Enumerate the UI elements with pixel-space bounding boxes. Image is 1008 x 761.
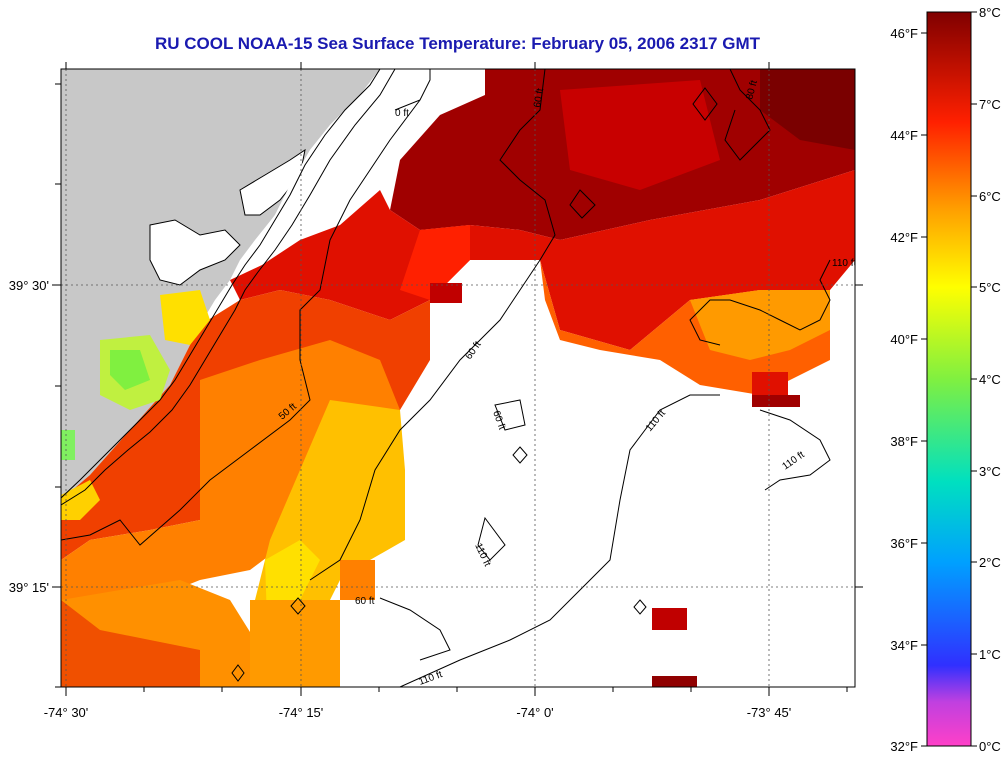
cbar-c-label-5: 4°C: [979, 372, 1001, 387]
barrier-island: [61, 69, 396, 506]
cbar-c-label-2: 7°C: [979, 97, 1001, 112]
y-tick-label-1: 39° 30': [9, 278, 49, 293]
x-tick-label-2: -74° 15': [279, 705, 324, 720]
colorbar-fahrenheit-labels: 46°F 44°F 42°F 40°F 38°F 36°F 34°F 32°F: [890, 26, 918, 754]
x-tick-label-3: -74° 0': [516, 705, 553, 720]
colorbar: 46°F 44°F 42°F 40°F 38°F 36°F 34°F 32°F …: [890, 5, 1000, 754]
contour-60ft-se: [379, 597, 451, 661]
sst-raster: [61, 69, 855, 687]
contour-diamond-6: [633, 599, 647, 615]
contour-diamond-5: [290, 597, 306, 615]
contour-50ft: [61, 99, 421, 546]
contour-110ft-south: [399, 394, 720, 687]
contour-diamond-4: [477, 516, 506, 561]
contour-80ft: [724, 69, 771, 161]
cbar-f-label-1: 46°F: [890, 26, 918, 41]
contour-diamond-7: [231, 664, 245, 682]
contour-label-60ft-b: 60 ft: [532, 87, 546, 108]
x-axis-labels: -74° 30' -74° 15' -74° 0' -73° 45': [44, 705, 792, 720]
contour-60ft-main: [309, 69, 556, 581]
y-axis-labels: 39° 30' 39° 15': [9, 278, 49, 595]
cbar-c-label-6: 3°C: [979, 464, 1001, 479]
contour-diamond-1: [569, 189, 596, 219]
map-layers: 0 ft 50 ft 60 ft 60 ft 60 ft 60 ft 80 ft…: [61, 69, 856, 687]
colorbar-gradient: [926, 11, 972, 747]
colorbar-ticks: [921, 11, 977, 747]
cbar-f-label-4: 40°F: [890, 332, 918, 347]
axis-ticks: [52, 62, 863, 696]
x-tick-label-1: -74° 30': [44, 705, 89, 720]
grid-lines: [61, 69, 855, 687]
cbar-c-label-8: 1°C: [979, 647, 1001, 662]
contour-label-80ft: 80 ft: [744, 79, 760, 101]
contour-diamond-3: [512, 446, 528, 464]
map-title: RU COOL NOAA-15 Sea Surface Temperature:…: [155, 34, 760, 53]
cbar-f-label-7: 34°F: [890, 638, 918, 653]
coastal-no-data: [245, 69, 485, 265]
cbar-f-label-3: 42°F: [890, 230, 918, 245]
cbar-f-label-8: 32°F: [890, 739, 918, 754]
contour-0ft: [394, 69, 431, 111]
cbar-f-label-6: 36°F: [890, 536, 918, 551]
contour-110ft-east: [759, 409, 831, 491]
cbar-f-label-2: 44°F: [890, 128, 918, 143]
cbar-c-label-3: 6°C: [979, 189, 1001, 204]
y-tick-label-2: 39° 15': [9, 580, 49, 595]
contour-label-110ft-e: 110 ft: [832, 258, 856, 269]
cbar-f-label-5: 38°F: [890, 434, 918, 449]
contour-label-60ft-c: 60 ft: [355, 596, 375, 607]
contour-label-0ft: 0 ft: [395, 108, 409, 119]
bay-water: [149, 219, 241, 286]
contour-80ft-box: [494, 399, 526, 431]
x-tick-label-4: -73° 45': [747, 705, 792, 720]
cbar-c-label-4: 5°C: [979, 280, 1001, 295]
cbar-c-label-7: 2°C: [979, 555, 1001, 570]
coastline: [61, 69, 381, 499]
colorbar-celsius-labels: 8°C 7°C 6°C 5°C 4°C 3°C 2°C 1°C 0°C: [979, 5, 1001, 754]
cbar-c-label-1: 8°C: [979, 5, 1001, 20]
map-border: [60, 68, 856, 688]
cbar-c-label-9: 0°C: [979, 739, 1001, 754]
depth-contours: [61, 69, 831, 687]
contour-diamond-2: [692, 87, 718, 121]
contour-110ft-ne: [689, 259, 831, 346]
